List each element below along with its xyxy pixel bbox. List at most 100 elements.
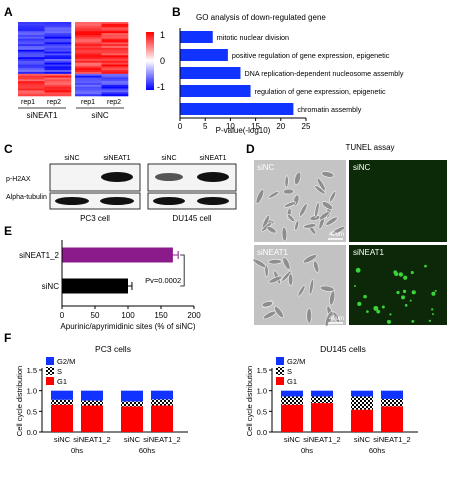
panel-b-title: GO analysis of down-regulated gene [196, 13, 326, 22]
heatmap-cell [101, 71, 129, 75]
cc-time-label: 60hs [139, 446, 156, 455]
heatmap-cell [101, 90, 129, 93]
heatmap-cell [18, 46, 45, 49]
colorbar [146, 32, 154, 90]
heatmap-cell [101, 75, 129, 78]
cc-bar-segment-g1 [281, 404, 303, 432]
heatmap-cell [18, 83, 45, 86]
cc-bar-segment-s [351, 396, 373, 410]
heatmap-cell [44, 94, 72, 97]
cc-bar-segment-g2m [51, 390, 73, 400]
panel-d-letter: D [246, 142, 255, 156]
heatmap-cell [75, 44, 102, 47]
cell-shape [261, 301, 274, 308]
go-tick-label: 10 [226, 122, 235, 131]
heatmap-cell [44, 71, 72, 75]
heatmap-cell [18, 75, 45, 78]
heatmap-cell [44, 53, 72, 56]
heatmap-cell [101, 25, 129, 28]
cc-bar-segment-g1 [311, 403, 333, 432]
heatmap-cell [101, 81, 129, 84]
heatmap-cell [18, 68, 45, 71]
heatmap-cell [101, 22, 129, 25]
panel-e-xlabel: Apurinic/apyrimidinic sites (% of siNC) [60, 322, 195, 331]
ap-tick-label: 200 [187, 311, 201, 320]
ap-bar [62, 278, 128, 294]
heatmap-cell [44, 75, 72, 78]
heatmap-cell [75, 47, 102, 51]
heatmap-cell [101, 94, 129, 97]
tunel-positive-dot [411, 319, 415, 323]
heatmap-cell [18, 73, 45, 76]
cell-shape [321, 171, 335, 178]
panel-e-letter: E [4, 224, 12, 238]
heatmap-cell [44, 90, 72, 93]
heatmap-cell [75, 68, 102, 71]
cc-category-label: siNEAT1_2 [303, 435, 340, 444]
heatmap-cell [44, 60, 72, 63]
cc-legend-label: G1 [57, 377, 67, 386]
micrograph-tunel-sinc [349, 160, 447, 242]
cc-legend-swatch [46, 367, 54, 375]
heatmap-cell [75, 94, 102, 97]
heatmap-group-sineat1: siNEAT1 [27, 111, 59, 120]
colorbar-tick-mid: 0 [160, 56, 165, 66]
heatmap-group-sinc: siNC [91, 111, 109, 120]
blot-band [100, 197, 134, 205]
blot-band [197, 172, 229, 182]
cell-shape [268, 191, 280, 199]
heatmap-cell [44, 81, 72, 84]
heatmap-cell [101, 33, 129, 36]
heatmap-cell [18, 51, 45, 54]
cc-bar-segment-s [151, 399, 173, 406]
heatmap-cell [18, 88, 45, 91]
cc-category-label: siNC [54, 435, 71, 444]
heatmap-cell [18, 57, 45, 60]
cell-shape [288, 273, 294, 286]
cell-cycle-chart-du145: DU145 cells Cell cycle distribution 0.0 0.5… [245, 344, 418, 455]
heatmap-cell [75, 79, 102, 82]
heatmap-cell [18, 60, 45, 63]
tunel-positive-dot [401, 295, 406, 300]
cc-category-label: siNC [124, 435, 141, 444]
heatmap-cell [101, 83, 129, 86]
tunel-positive-dot [386, 319, 391, 324]
heatmap-cell [75, 31, 102, 34]
cell-shape [282, 188, 294, 195]
blot-band [55, 197, 89, 205]
heatmap-cell [75, 71, 102, 75]
tunel-positive-dot [396, 290, 400, 295]
colorbar-tick-high: 1 [160, 30, 165, 40]
heatmap-cell [75, 77, 102, 80]
heatmap-cell [101, 53, 129, 56]
tunel-positive-dot [366, 310, 369, 313]
cell-shape [268, 275, 283, 284]
heatmap-cell [18, 47, 45, 51]
blot-lane-label: siNEAT1 [199, 155, 226, 162]
cc-bar-segment-g1 [81, 405, 103, 432]
scale-bar-label: 40um [329, 232, 344, 238]
heatmap-cell [18, 79, 45, 82]
cell-shape [325, 216, 338, 226]
heatmap-cell [18, 55, 45, 58]
panel-a-letter: A [4, 5, 13, 19]
heatmap-cell [101, 59, 129, 62]
heatmap-cell [44, 29, 72, 32]
heatmap-cell [18, 40, 45, 43]
heatmap-cell [75, 66, 102, 69]
ap-tick-label: 50 [91, 311, 100, 320]
cc-bar-segment-s [81, 400, 103, 406]
tunel-positive-dot [357, 301, 362, 307]
go-bar [180, 31, 213, 43]
tunel-positive-dot [353, 284, 356, 287]
go-tick-label: 25 [302, 122, 311, 131]
heatmap-cell [44, 66, 72, 69]
blot-cell-label-pc3: PC3 cell [80, 214, 110, 223]
heatmap-cell [75, 25, 102, 28]
heatmap-cell [101, 64, 129, 67]
heatmap-cell [44, 51, 72, 54]
heatmap-cell [101, 36, 129, 39]
heatmap-cell [101, 34, 129, 38]
cell-shape [314, 201, 320, 218]
